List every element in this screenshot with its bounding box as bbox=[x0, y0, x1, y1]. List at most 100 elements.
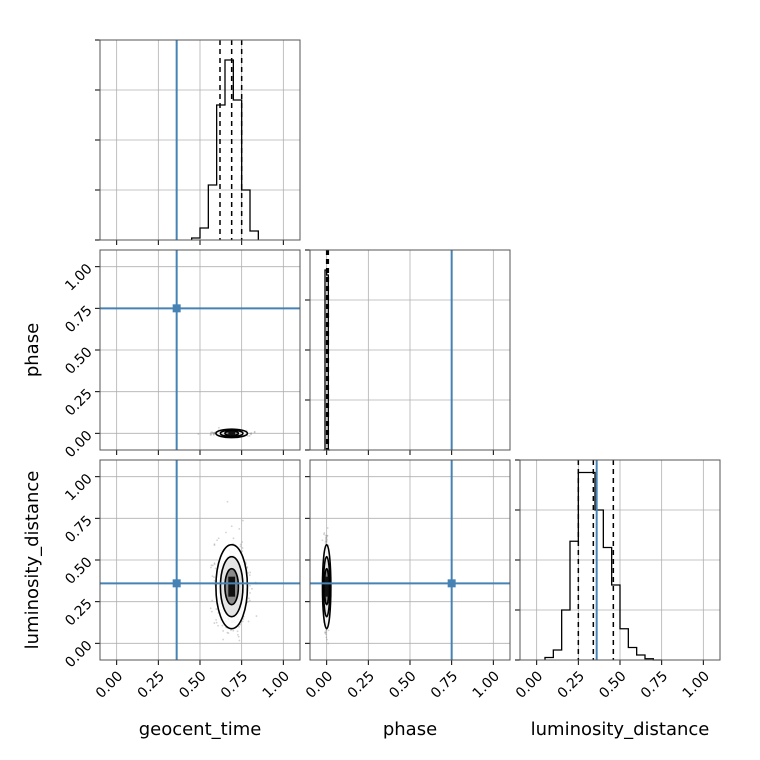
sample-point bbox=[239, 545, 242, 548]
sample-point bbox=[249, 571, 252, 574]
sample-point bbox=[325, 537, 328, 540]
sample-point bbox=[236, 630, 239, 633]
sample-point bbox=[209, 433, 212, 436]
y-tick-label: 0.25 bbox=[62, 596, 95, 629]
sample-point bbox=[238, 625, 240, 628]
sample-point bbox=[222, 638, 225, 641]
y-tick-label: 0.75 bbox=[62, 303, 95, 336]
sample-point bbox=[326, 534, 329, 537]
truth-marker bbox=[172, 579, 181, 588]
sample-point bbox=[248, 597, 250, 600]
sample-point bbox=[238, 528, 241, 530]
sample-point bbox=[213, 576, 215, 579]
sample-point bbox=[217, 537, 220, 540]
x-axis-label-geocent_time: geocent_time bbox=[139, 719, 262, 740]
sample-point bbox=[242, 617, 245, 620]
density-phase-luminosity_distance bbox=[321, 527, 332, 645]
y-tick-label: 1.00 bbox=[62, 261, 95, 294]
x-tick-label: 0.25 bbox=[555, 668, 588, 701]
y-axis-label-phase: phase bbox=[22, 323, 43, 377]
sample-point bbox=[248, 574, 251, 576]
sample-point bbox=[241, 541, 244, 543]
sample-point bbox=[215, 618, 218, 621]
sample-point bbox=[325, 540, 328, 543]
sample-point bbox=[324, 542, 327, 544]
sample-point bbox=[323, 533, 325, 536]
sample-point bbox=[248, 432, 250, 435]
x-tick-label: 0.50 bbox=[176, 668, 209, 701]
sample-point bbox=[239, 543, 242, 546]
x-axis-label-phase: phase bbox=[383, 719, 437, 740]
sample-point bbox=[225, 531, 227, 534]
histogram-geocent_time bbox=[191, 59, 259, 240]
sample-point bbox=[213, 562, 216, 565]
sample-point bbox=[325, 629, 327, 632]
sample-point bbox=[236, 633, 239, 636]
sample-point bbox=[327, 629, 330, 632]
panel-frame bbox=[99, 249, 301, 451]
panel-frame bbox=[99, 459, 301, 661]
y-tick-label: 0.00 bbox=[62, 638, 95, 671]
sample-point bbox=[324, 633, 327, 636]
sample-point bbox=[241, 620, 244, 623]
panel-luminosity_distance-phase: 0.00 0.25 0.50 0.75 1.00 bbox=[303, 459, 511, 702]
sample-point bbox=[249, 432, 252, 435]
sample-point bbox=[211, 575, 214, 578]
sample-point bbox=[237, 635, 240, 638]
sample-point bbox=[249, 599, 251, 602]
sample-point bbox=[253, 431, 256, 434]
sample-point bbox=[222, 630, 225, 632]
panel-frame bbox=[309, 249, 511, 451]
sample-point bbox=[210, 433, 213, 436]
sample-point bbox=[214, 567, 217, 570]
sample-point bbox=[326, 527, 329, 529]
sample-point bbox=[324, 540, 327, 543]
sample-point bbox=[213, 431, 216, 434]
sample-point bbox=[324, 631, 327, 634]
sample-point bbox=[230, 525, 233, 528]
sample-point bbox=[255, 615, 258, 617]
sample-point bbox=[241, 547, 244, 549]
y-tick-label: 0.25 bbox=[62, 386, 95, 419]
sample-point bbox=[217, 624, 219, 627]
sample-point bbox=[210, 566, 212, 569]
sample-point bbox=[211, 599, 214, 602]
sample-point bbox=[253, 430, 256, 433]
density-peak bbox=[228, 576, 236, 597]
sample-point bbox=[209, 607, 212, 610]
x-tick-label: 0.75 bbox=[428, 668, 461, 701]
sample-point bbox=[248, 435, 251, 437]
y-tick-label: 0.75 bbox=[62, 513, 95, 546]
x-tick-label: 0.25 bbox=[135, 668, 168, 701]
x-tick-label: 0.25 bbox=[345, 668, 378, 701]
sample-point bbox=[321, 539, 324, 542]
sample-point bbox=[325, 535, 328, 538]
sample-point bbox=[216, 539, 218, 542]
sample-point bbox=[210, 610, 213, 613]
panel-luminosity_distance-luminosity_distance: 0.00 0.25 0.50 0.75 1.00 bbox=[513, 459, 721, 702]
density-geocent_time-phase bbox=[197, 426, 256, 439]
sample-point bbox=[249, 592, 251, 594]
x-tick-label: 1.00 bbox=[260, 668, 293, 701]
panel-phase-geocent_time: 0.00 0.25 0.50 0.75 1.00 bbox=[62, 249, 301, 461]
density-geocent_time-luminosity_distance bbox=[209, 500, 258, 642]
sample-point bbox=[226, 500, 229, 503]
sample-point bbox=[215, 608, 218, 610]
x-tick-label: 1.00 bbox=[680, 668, 713, 701]
sample-point bbox=[246, 435, 249, 437]
sample-point bbox=[212, 434, 215, 436]
sample-point bbox=[213, 563, 216, 566]
sample-point bbox=[213, 580, 216, 582]
sample-point bbox=[212, 431, 214, 434]
x-tick-label: 1.00 bbox=[470, 668, 503, 701]
sample-point bbox=[213, 431, 216, 434]
sample-point bbox=[251, 587, 253, 590]
sample-point bbox=[211, 431, 214, 434]
sample-point bbox=[232, 537, 235, 540]
sample-point bbox=[250, 432, 253, 434]
histogram-luminosity_distance bbox=[544, 471, 662, 661]
sample-point bbox=[226, 631, 229, 634]
sample-point bbox=[238, 639, 241, 642]
sample-point bbox=[210, 564, 213, 567]
sample-point bbox=[324, 537, 327, 539]
